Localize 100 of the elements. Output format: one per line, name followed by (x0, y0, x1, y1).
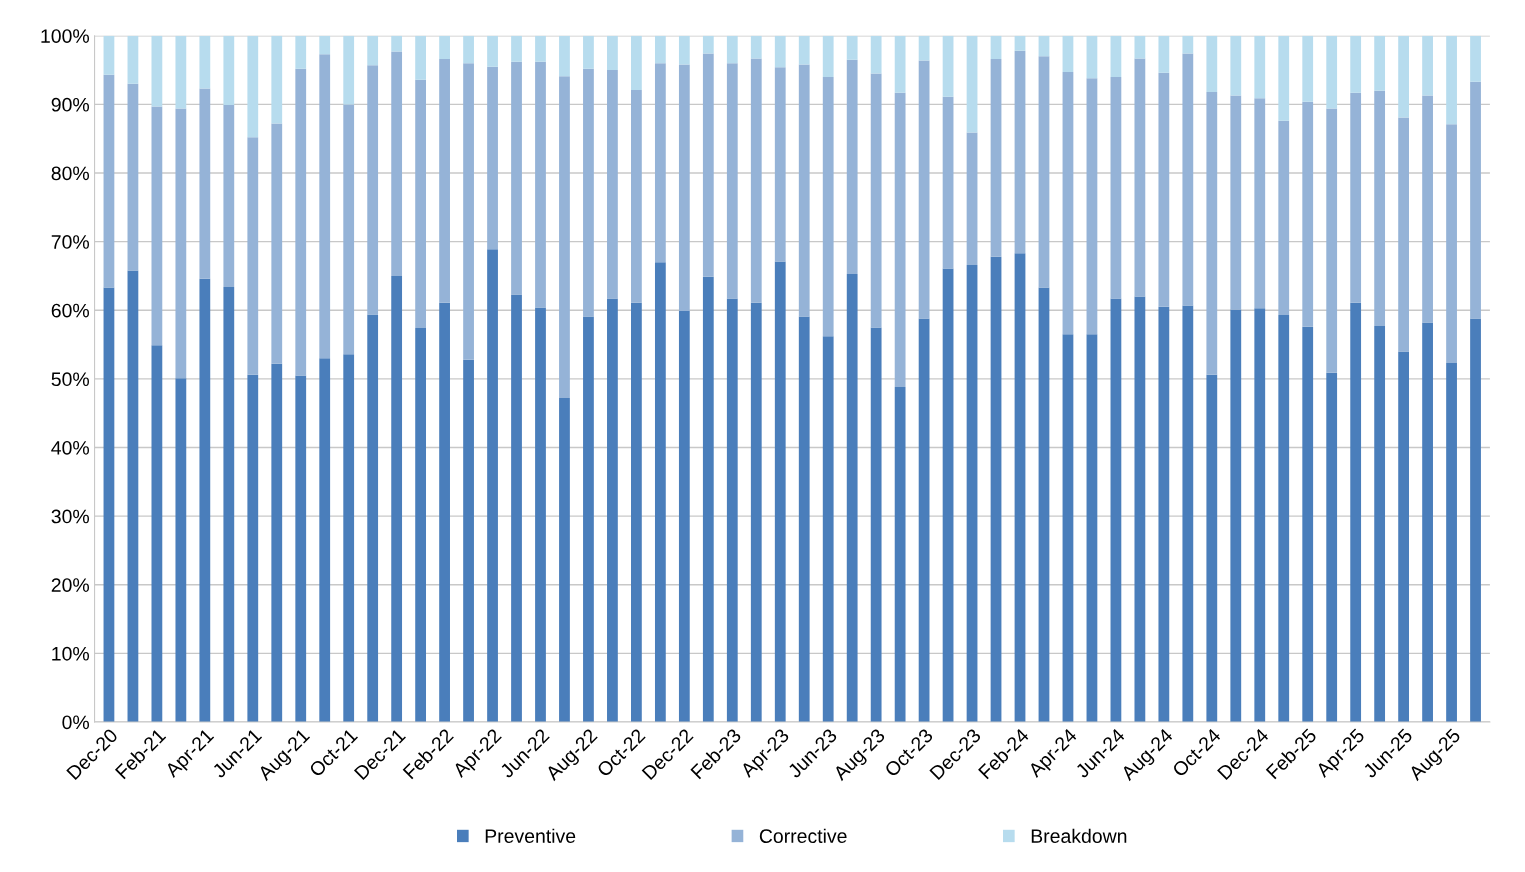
bar (511, 35, 522, 62)
bar (487, 66, 498, 250)
bar (1038, 56, 1050, 288)
bar (391, 51, 403, 276)
bar (1326, 108, 1338, 373)
y-tick-label: 100% (41, 29, 89, 43)
bar (678, 64, 690, 311)
bar (511, 61, 522, 295)
bar (654, 35, 666, 64)
bar (631, 302, 642, 723)
bar (966, 264, 978, 723)
bar (750, 35, 762, 59)
bar (367, 35, 379, 66)
bar (894, 92, 906, 388)
bar (223, 35, 235, 106)
bar (1302, 326, 1314, 723)
bar (750, 58, 762, 303)
bar (1110, 76, 1122, 299)
bar (559, 35, 570, 77)
bar (1350, 302, 1362, 723)
bar (846, 59, 858, 274)
bar (151, 35, 163, 107)
bar (870, 73, 882, 328)
bar (1302, 35, 1314, 102)
bar (1326, 35, 1338, 109)
bar (1398, 117, 1410, 352)
bar (175, 108, 187, 379)
bar (1134, 296, 1146, 723)
bar (1062, 72, 1074, 335)
bar (942, 35, 954, 97)
bar (1158, 306, 1170, 723)
bar (343, 35, 355, 105)
bar (1014, 253, 1026, 723)
bar (559, 398, 570, 723)
bar (702, 276, 714, 723)
bar (247, 35, 259, 138)
bar (319, 54, 331, 359)
bar (798, 316, 810, 723)
bar (1254, 98, 1266, 309)
bar (367, 65, 379, 315)
bar (1230, 35, 1242, 96)
bar (822, 35, 834, 77)
y-tick-label: 20% (51, 578, 89, 592)
bar (1350, 92, 1362, 303)
bar (103, 74, 115, 288)
bar (654, 262, 666, 723)
bar (103, 35, 115, 75)
bar (1158, 72, 1170, 307)
bar (415, 79, 427, 329)
bar (1014, 50, 1026, 254)
bar (654, 63, 666, 263)
bar (127, 83, 139, 271)
bar (127, 270, 139, 723)
bar (535, 61, 546, 308)
bar (463, 63, 474, 360)
bar (990, 256, 1002, 723)
bar (439, 302, 450, 723)
bar (463, 35, 474, 64)
bar (631, 35, 642, 90)
bar (1254, 308, 1266, 723)
bar (1278, 315, 1290, 723)
y-tick-label: 40% (51, 440, 89, 455)
bar (1398, 35, 1410, 118)
bar (1182, 53, 1194, 306)
bar (607, 70, 618, 299)
bar (1158, 35, 1170, 73)
y-tick-label: 90% (51, 97, 89, 112)
bar (295, 35, 307, 69)
bar (1206, 374, 1218, 723)
bar (295, 68, 307, 376)
bar (1230, 309, 1242, 723)
bar (942, 268, 954, 723)
bar (1446, 363, 1457, 723)
legend-label: Corrective (759, 828, 847, 844)
bar (199, 278, 211, 723)
bar (774, 261, 786, 723)
bar (391, 275, 403, 723)
bar (678, 35, 690, 65)
bar (1182, 305, 1194, 723)
bar (1086, 334, 1098, 723)
bar (774, 67, 786, 262)
bar (439, 35, 450, 60)
bar (678, 310, 690, 723)
bar (1086, 78, 1098, 335)
bar (942, 96, 954, 269)
bar (966, 132, 978, 265)
bar (151, 345, 163, 723)
bar (151, 106, 163, 346)
bar (511, 294, 522, 723)
bar (918, 60, 930, 319)
bar (1134, 35, 1146, 59)
bar (966, 35, 978, 133)
bar (822, 76, 834, 337)
bar (1422, 95, 1433, 323)
bar (726, 35, 738, 64)
bar (247, 137, 259, 375)
bar (870, 327, 882, 723)
bar (535, 307, 546, 723)
bar (1278, 120, 1290, 316)
bar (1374, 326, 1386, 723)
